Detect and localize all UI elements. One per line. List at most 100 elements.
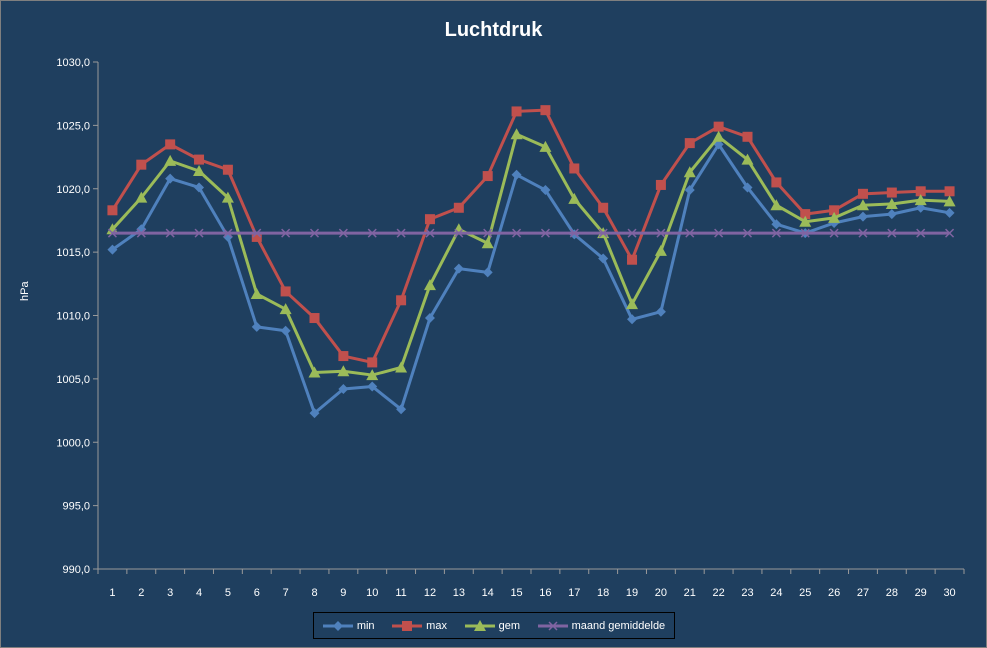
legend-label-gem: gem: [498, 619, 520, 632]
data-point-maand-gemiddelde: [396, 228, 406, 238]
x-tick-label: 8: [311, 587, 317, 599]
y-tick-label: 1020,0: [56, 184, 90, 196]
y-tick-label: 1015,0: [56, 247, 90, 259]
data-point-min: [482, 267, 493, 278]
x-tick-label: 30: [943, 587, 955, 599]
x-tick-label: 1: [109, 587, 115, 599]
data-point-gem: [828, 211, 841, 223]
data-point-max: [280, 286, 291, 297]
data-point-min: [165, 173, 176, 184]
x-tick-label: 6: [254, 587, 260, 599]
series-line-gem: [111, 132, 950, 377]
x-tick-label: 23: [741, 587, 753, 599]
data-point-max: [800, 209, 811, 220]
data-point-gem: [106, 223, 119, 235]
data-point-max: [107, 205, 118, 216]
data-point-max: [915, 186, 926, 197]
x-tick-label: 12: [424, 587, 436, 599]
data-point-min: [857, 211, 868, 222]
data-point-maand-gemiddelde: [656, 228, 666, 238]
data-point-min: [396, 404, 407, 415]
data-point-gem: [770, 199, 783, 211]
data-point-max: [367, 357, 378, 368]
legend-swatch-gem: [464, 619, 495, 631]
data-point-maand-gemiddelde: [800, 228, 810, 238]
data-point-maand-gemiddelde: [858, 228, 868, 238]
data-point-maand-gemiddelde: [454, 228, 464, 238]
data-point-min: [251, 321, 262, 332]
data-point-gem: [626, 298, 639, 310]
data-point-min: [338, 384, 349, 395]
x-tick-label: 24: [770, 587, 782, 599]
data-point-gem: [250, 287, 263, 299]
data-point-max: [194, 154, 205, 165]
data-point-gem: [654, 244, 667, 256]
y-tick-label: 1025,0: [56, 120, 90, 132]
data-point-min: [598, 253, 609, 264]
data-point-max: [742, 131, 753, 142]
legend-item-maand-gemiddelde: maand gemiddelde: [537, 620, 665, 632]
x-tick-label: 4: [196, 587, 202, 599]
data-point-max: [944, 186, 955, 197]
data-point-min: [194, 182, 205, 193]
data-point-max: [453, 202, 464, 213]
x-tick-label: 19: [626, 587, 638, 599]
data-point-maand-gemiddelde: [945, 228, 955, 238]
data-point-maand-gemiddelde: [425, 228, 435, 238]
data-point-gem: [885, 197, 898, 209]
x-tick-label: 28: [886, 587, 898, 599]
data-point-maand-gemiddelde: [627, 228, 637, 238]
data-point-gem: [452, 223, 465, 235]
data-point-gem: [914, 194, 927, 206]
data-point-maand-gemiddelde: [309, 228, 320, 238]
data-point-max: [684, 138, 695, 149]
series-line-min: [111, 142, 950, 415]
data-point-min: [944, 207, 955, 218]
data-point-max: [713, 121, 724, 132]
chart-title: Luchtdruk: [444, 19, 543, 41]
data-point-max: [627, 254, 638, 265]
data-point-maand-gemiddelde: [685, 228, 695, 238]
data-point-maand-gemiddelde: [107, 228, 117, 238]
data-point-gem: [539, 140, 552, 152]
data-point-max: [424, 214, 435, 225]
y-tick-label: 995,0: [62, 501, 90, 513]
x-tick-label: 22: [713, 587, 725, 599]
data-point-min: [742, 182, 753, 193]
data-point-gem: [308, 366, 321, 378]
data-point-max: [222, 164, 233, 175]
data-point-maand-gemiddelde: [194, 228, 204, 238]
data-point-min: [886, 209, 897, 220]
x-tick-label: 20: [655, 587, 667, 599]
legend-item-gem: gem: [464, 619, 520, 632]
data-point-maand-gemiddelde: [742, 228, 753, 238]
data-point-maand-gemiddelde: [367, 228, 377, 238]
data-point-min: [280, 325, 291, 336]
data-point-gem: [856, 199, 869, 211]
data-point-min: [367, 381, 378, 392]
data-point-gem: [135, 191, 148, 203]
data-point-min: [511, 169, 522, 180]
data-point-maand-gemiddelde: [512, 228, 522, 238]
data-point-gem: [799, 215, 812, 227]
data-point-min: [309, 408, 320, 419]
x-tick-label: 16: [539, 587, 551, 599]
y-tick-label: 1030,0: [56, 57, 90, 69]
data-point-gem: [943, 195, 956, 207]
y-tick-label: 990,0: [62, 564, 90, 576]
x-tick-label: 27: [857, 587, 869, 599]
data-point-max: [309, 313, 320, 324]
legend-swatch-max: [392, 620, 423, 631]
x-tick-label: 9: [340, 587, 346, 599]
data-point-maand-gemiddelde: [136, 228, 146, 238]
x-tick-label: 5: [225, 587, 231, 599]
x-tick-label: 14: [482, 587, 494, 599]
data-point-max: [655, 179, 666, 190]
x-tick-label: 18: [597, 587, 609, 599]
data-point-max: [829, 205, 840, 216]
data-point-gem: [423, 279, 436, 291]
x-tick-label: 15: [510, 587, 522, 599]
data-point-maand-gemiddelde: [569, 228, 579, 238]
data-point-max: [598, 202, 609, 213]
